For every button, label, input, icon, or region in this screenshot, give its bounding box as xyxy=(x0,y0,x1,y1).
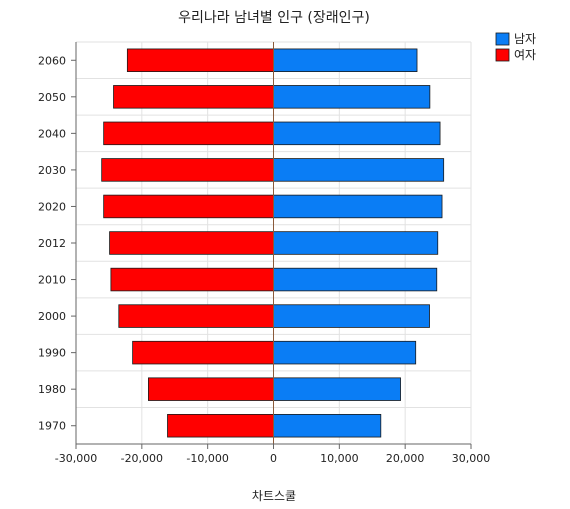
bar-male-1980 xyxy=(273,377,401,401)
x-axis-label: 차트스쿨 xyxy=(252,489,296,503)
bar-female-2010 xyxy=(110,267,274,292)
bar-male-2010 xyxy=(273,267,438,292)
y-tick-label-2020: 2020 xyxy=(38,200,66,213)
x-tick-label: 20,000 xyxy=(386,452,425,465)
bar-female-2050 xyxy=(113,85,274,109)
legend: 남자 여자 xyxy=(495,32,536,62)
x-tick-label: -30,000 xyxy=(55,452,97,465)
bar-male-2020 xyxy=(273,194,443,219)
x-tick-label: -20,000 xyxy=(121,452,163,465)
y-tick-label-1980: 1980 xyxy=(38,383,66,396)
bar-female-1970 xyxy=(167,413,274,438)
y-tick-label-2012: 2012 xyxy=(38,237,66,250)
x-tick-label: 30,000 xyxy=(452,452,491,465)
chart-title: 우리나라 남녀별 인구 (장래인구) xyxy=(178,10,370,26)
legend-swatch-male xyxy=(495,32,510,46)
y-tick-label-2030: 2030 xyxy=(38,164,66,177)
bar-male-2060 xyxy=(273,48,418,73)
y-tick-label-2040: 2040 xyxy=(38,127,66,140)
bar-male-1970 xyxy=(273,413,382,438)
bar-male-2030 xyxy=(273,158,445,182)
axes: 1970 1980 1990 2000 2010 2012 2020 2030 2040 2050… xyxy=(38,42,490,465)
y-tick-label-1990: 1990 xyxy=(38,347,66,360)
bar-female-2040 xyxy=(103,121,274,146)
bar-female-2012 xyxy=(109,231,274,255)
bar-male-1990 xyxy=(273,340,417,365)
y-tick-label-2000: 2000 xyxy=(38,310,66,323)
y-tick-label-2050: 2050 xyxy=(38,91,66,104)
bar-male-2000 xyxy=(273,304,430,328)
bar-female-2000 xyxy=(118,304,274,328)
legend-swatch-female xyxy=(495,48,510,62)
y-tick-label-2060: 2060 xyxy=(38,54,66,67)
bars xyxy=(101,48,445,438)
y-tick-label-2010: 2010 xyxy=(38,274,66,287)
bar-male-2050 xyxy=(273,85,431,109)
x-tick-label: 0 xyxy=(270,452,277,465)
x-tick-label: -10,000 xyxy=(186,452,228,465)
bar-female-1980 xyxy=(148,377,274,401)
bar-male-2040 xyxy=(273,121,441,146)
bar-female-2030 xyxy=(101,158,274,182)
legend-label-male: 남자 xyxy=(514,32,536,46)
x-tick-label: 10,000 xyxy=(320,452,359,465)
bar-female-2020 xyxy=(103,194,274,219)
y-tick-label-1970: 1970 xyxy=(38,420,66,433)
bar-female-1990 xyxy=(132,340,274,365)
legend-label-female: 여자 xyxy=(514,48,536,62)
bar-female-2060 xyxy=(126,48,274,73)
bar-male-2012 xyxy=(273,231,439,255)
